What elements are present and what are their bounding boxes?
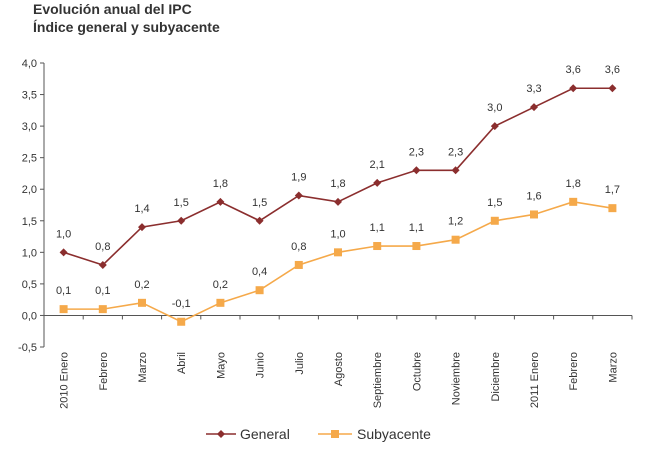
data-point-general [294, 191, 303, 200]
data-label-subyacente: 0,2 [134, 279, 149, 291]
data-label-general: 1,5 [252, 197, 267, 209]
legend-marker-general [217, 430, 225, 438]
data-label-subyacente: 1,0 [330, 228, 345, 240]
data-label-subyacente: 1,2 [448, 216, 463, 228]
data-label-general: 0,8 [95, 241, 110, 253]
data-point-general [530, 103, 538, 112]
data-label-general: 1,8 [213, 178, 228, 190]
chart-axes [43, 63, 632, 347]
data-point-subyacente [451, 235, 460, 244]
y-tick-label: 0,5 [22, 279, 37, 291]
legend-label-subyacente: Subyacente [357, 426, 431, 442]
data-point-subyacente [412, 242, 421, 251]
x-tick-label: Mayo [215, 352, 227, 379]
data-point-subyacente [334, 248, 342, 257]
data-point-general [608, 84, 617, 93]
y-tick-label: -0,5 [18, 342, 37, 354]
data-label-general: 3,3 [526, 83, 541, 95]
data-point-general [490, 122, 499, 131]
data-point-subyacente [59, 305, 68, 314]
chart-subtitle: Índice general y subyacente [33, 19, 220, 35]
x-tick-label: Noviembre [451, 352, 463, 405]
legend: General Subyacente [206, 426, 431, 442]
data-label-general: 2,1 [370, 159, 385, 171]
data-label-subyacente: 0,4 [252, 266, 267, 278]
data-label-general: 3,6 [605, 64, 620, 76]
data-point-general [451, 166, 460, 175]
data-label-general: 3,6 [566, 64, 581, 76]
x-tick-label: Marzo [607, 352, 619, 383]
data-label-general: 2,3 [409, 146, 424, 158]
y-tick-label: 3,5 [22, 90, 37, 102]
data-point-subyacente [530, 210, 538, 219]
x-tick-label: Septiembre [372, 352, 384, 408]
data-point-general [177, 216, 186, 225]
data-label-subyacente: 0,1 [56, 285, 71, 297]
data-label-subyacente: 0,1 [95, 285, 110, 297]
y-tick-label: 3,0 [22, 121, 37, 133]
y-tick-label: 2,0 [22, 184, 37, 196]
data-label-general: 1,5 [174, 197, 189, 209]
y-tick-label: 1,5 [22, 216, 37, 228]
y-tick-label: 1,0 [22, 247, 37, 259]
legend-marker-subyacente [331, 430, 339, 438]
data-label-subyacente: -0,1 [172, 298, 191, 310]
series-markers [59, 84, 617, 326]
data-label-subyacente: 1,1 [409, 222, 424, 234]
data-point-subyacente [373, 242, 382, 251]
x-tick-label: Agosto [333, 352, 345, 386]
data-label-subyacente: 1,7 [605, 184, 620, 196]
data-label-general: 1,9 [291, 172, 306, 184]
data-point-subyacente [490, 216, 499, 225]
data-point-general [373, 178, 382, 187]
data-label-general: 1,0 [56, 228, 71, 240]
data-point-general [138, 223, 146, 232]
data-label-subyacente: 1,8 [566, 178, 581, 190]
chart-title: Evolución anual del IPC [33, 1, 192, 17]
x-tick-label: Febrero [98, 352, 110, 391]
data-point-general [412, 166, 421, 175]
x-tick-label: Julio [294, 352, 306, 375]
x-tick-label: Abril [176, 352, 188, 374]
data-point-general [334, 197, 342, 206]
data-label-subyacente: 0,2 [213, 279, 228, 291]
data-label-subyacente: 0,8 [291, 241, 306, 253]
data-point-subyacente [216, 298, 225, 307]
data-label-subyacente: 1,1 [370, 222, 385, 234]
data-point-general [569, 84, 578, 93]
x-tick-label: Octubre [411, 352, 423, 391]
x-tick-label: Febrero [568, 352, 580, 391]
x-tick-label: Diciembre [490, 352, 502, 402]
data-point-general [98, 260, 107, 269]
x-axis-ticks: 2010 Enero Febrero Marzo Abril Mayo Junio Juli… [43, 315, 633, 409]
data-label-general: 1,8 [330, 178, 345, 190]
data-point-subyacente [608, 204, 617, 213]
data-point-subyacente [569, 197, 578, 206]
data-point-subyacente [138, 298, 146, 307]
data-label-general: 1,4 [134, 203, 149, 215]
x-tick-label: 2010 Enero [59, 352, 71, 409]
y-axis-ticks: 4,0 3,5 3,0 2,5 2,0 1,5 1,0 0,5 0,0 -0,5 [18, 58, 44, 354]
y-tick-label: 0,0 [22, 310, 37, 322]
x-tick-label: Junio [255, 352, 267, 378]
data-label-subyacente: 1,6 [526, 190, 541, 202]
data-label-general: 2,3 [448, 146, 463, 158]
data-point-subyacente [98, 305, 107, 314]
data-label-general: 3,0 [487, 102, 502, 114]
data-point-subyacente [177, 317, 186, 326]
data-label-subyacente: 1,5 [487, 197, 502, 209]
data-point-general [216, 197, 225, 206]
data-point-subyacente [294, 260, 303, 269]
data-labels: 1,0 0,8 1,4 1,5 1,8 1,5 1,9 1,8 2,1 2,3 2,3 3,0 3,3 3… [56, 64, 620, 310]
y-tick-label: 2,5 [22, 153, 37, 165]
data-point-subyacente [255, 286, 264, 295]
x-tick-label: 2011 Enero [529, 352, 541, 408]
data-point-general [59, 248, 68, 257]
data-point-general [255, 216, 264, 225]
legend-label-general: General [240, 426, 290, 442]
y-tick-label: 4,0 [22, 58, 37, 70]
x-tick-label: Marzo [137, 352, 149, 383]
